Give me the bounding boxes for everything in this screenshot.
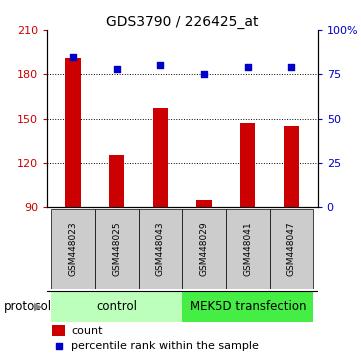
Title: GDS3790 / 226425_at: GDS3790 / 226425_at <box>106 15 258 29</box>
Point <box>288 64 294 70</box>
Text: GSM448041: GSM448041 <box>243 221 252 276</box>
Bar <box>65 58 81 207</box>
Text: ▶: ▶ <box>34 301 42 311</box>
Text: MEK5D transfection: MEK5D transfection <box>190 300 306 313</box>
Bar <box>109 155 125 207</box>
Text: control: control <box>96 300 137 313</box>
Bar <box>95 209 139 289</box>
Bar <box>153 108 168 207</box>
Point <box>158 63 164 68</box>
Bar <box>240 123 256 207</box>
Text: GSM448047: GSM448047 <box>287 221 296 276</box>
Bar <box>182 209 226 289</box>
Text: count: count <box>71 326 103 336</box>
Point <box>70 54 76 59</box>
Bar <box>182 292 313 322</box>
Text: GSM448029: GSM448029 <box>200 221 209 276</box>
Bar <box>51 292 182 322</box>
Bar <box>139 209 182 289</box>
Point <box>56 343 62 349</box>
Bar <box>196 200 212 207</box>
Bar <box>270 209 313 289</box>
Bar <box>52 325 65 336</box>
Bar <box>51 209 95 289</box>
Point <box>114 66 120 72</box>
Bar <box>284 126 299 207</box>
Text: GSM448043: GSM448043 <box>156 221 165 276</box>
Text: protocol: protocol <box>4 300 52 313</box>
Bar <box>226 209 270 289</box>
Point <box>201 72 207 77</box>
Point <box>245 64 251 70</box>
Text: GSM448023: GSM448023 <box>69 221 78 276</box>
Text: percentile rank within the sample: percentile rank within the sample <box>71 341 259 351</box>
Text: GSM448025: GSM448025 <box>112 221 121 276</box>
